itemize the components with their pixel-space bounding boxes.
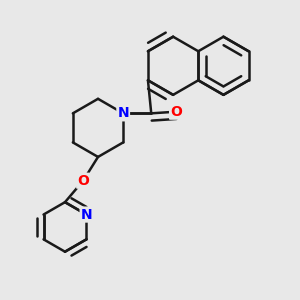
Text: O: O <box>170 105 182 119</box>
Text: N: N <box>117 106 129 120</box>
Text: O: O <box>77 174 89 188</box>
Text: N: N <box>81 208 92 222</box>
